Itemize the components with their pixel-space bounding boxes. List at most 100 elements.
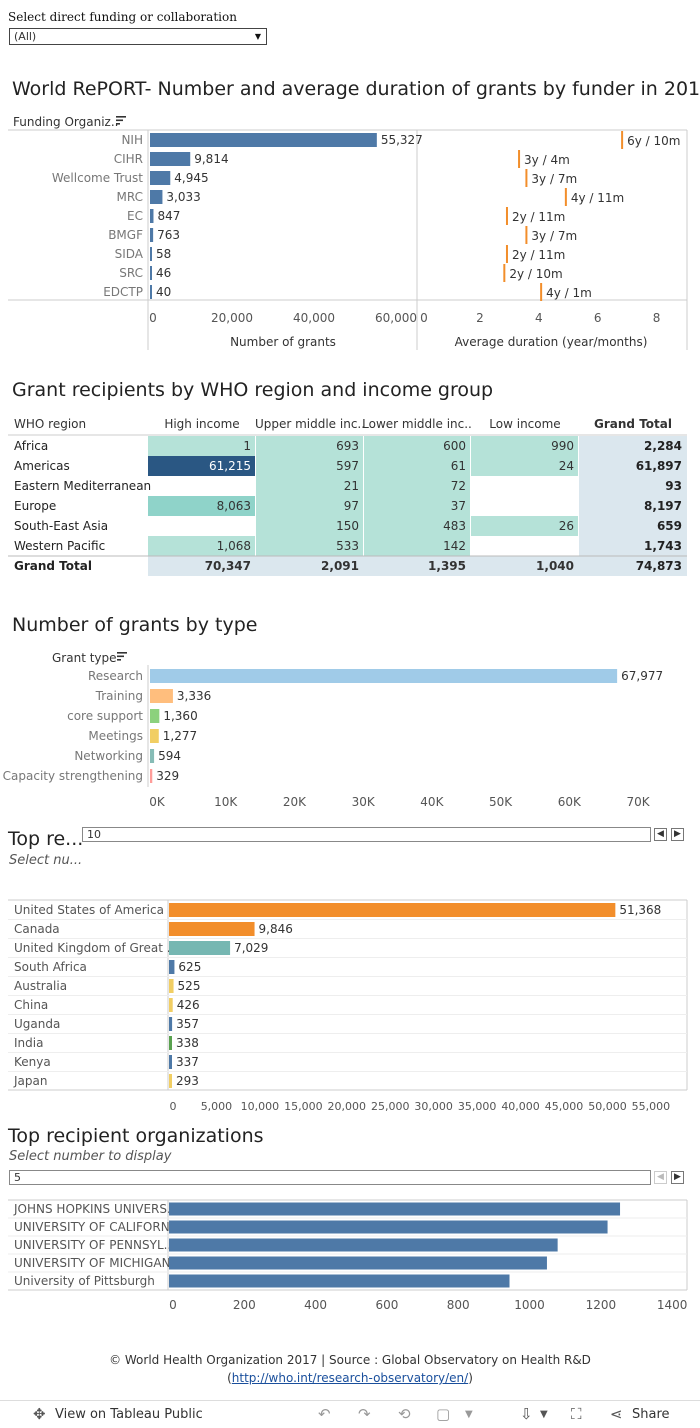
organization-label: UNIVERSITY OF CALIFORN.. [14, 1220, 177, 1234]
table-cell-value: 26 [559, 519, 574, 533]
grant-type-label: Networking [74, 749, 143, 763]
country-label: Uganda [14, 1017, 60, 1031]
chevron-right-icon: ▶ [674, 1172, 681, 1182]
grants-axis-tick: 60,000 [375, 311, 417, 325]
countries-axis-tick: 0 [170, 1100, 177, 1113]
org-next-button[interactable]: ▶ [671, 1171, 684, 1184]
funding-filter-select[interactable]: (All) ▼ [9, 28, 267, 45]
grants-bar [150, 247, 152, 261]
table-cell-bg [364, 556, 471, 576]
sort-icon[interactable] [117, 652, 127, 661]
types-chart: Grant type Research 67,977 Training 3,336 co… [3, 651, 663, 809]
region-label: Grand Total [14, 559, 92, 573]
sort-icon[interactable] [116, 116, 126, 125]
country-bar [169, 922, 255, 936]
chevron-left-icon: ◀ [657, 1172, 664, 1182]
duration-mark [505, 245, 508, 263]
country-bar [169, 1017, 173, 1031]
income-header: Grand Total [594, 417, 672, 431]
table-cell-value: 2,091 [321, 559, 359, 573]
region-income-table: WHO region High income Upper middle inc..L… [8, 417, 687, 576]
table-cell-bg [148, 556, 256, 576]
table-cell-value: 1 [243, 439, 251, 453]
countries-axis-tick: 50,000 [588, 1100, 627, 1113]
organizations-axis-tick: 1000 [514, 1298, 545, 1312]
chevron-right-icon: ▶ [674, 829, 681, 839]
share-icon[interactable]: ⋖ [610, 1405, 623, 1423]
country-next-button[interactable]: ▶ [671, 828, 684, 841]
grant-type-bar [150, 769, 153, 783]
region-header: WHO region [14, 417, 86, 431]
country-bar [169, 998, 173, 1012]
table-cell-value: 142 [443, 539, 466, 553]
countries-axis-tick: 25,000 [371, 1100, 410, 1113]
types-axis-tick: 20K [283, 795, 307, 809]
redo-icon[interactable]: ↷ [358, 1405, 371, 1423]
country-value-label: 625 [178, 960, 201, 974]
undo-icon[interactable]: ↶ [318, 1405, 331, 1423]
funding-filter-value: (All) [14, 30, 37, 43]
download-icon[interactable]: ⇩ [520, 1405, 533, 1423]
grant-type-label: Meetings [88, 729, 143, 743]
table-cell-bg [256, 436, 363, 456]
footer-link-open: ( [227, 1371, 232, 1385]
share-button[interactable]: Share [632, 1407, 670, 1422]
country-bar [169, 1074, 172, 1088]
organizations-axis-tick: 1200 [586, 1298, 617, 1312]
pause-icon[interactable]: ▢ [436, 1405, 451, 1423]
income-header: Upper middle inc.. [255, 417, 365, 431]
country-value-label: 338 [176, 1036, 199, 1050]
organization-label: UNIVERSITY OF PENNSYL.. [14, 1238, 171, 1252]
grants-value-label: 55,327 [381, 133, 423, 147]
table-cell-value: 97 [344, 499, 359, 513]
grant-type-header: Grant type [52, 651, 117, 665]
chevron-down-icon[interactable]: ▼ [465, 1409, 473, 1420]
table-cell-bg [364, 496, 470, 516]
country-label: Japan [13, 1074, 47, 1088]
table-cell-bg [256, 456, 363, 476]
countries-axis-tick: 55,000 [632, 1100, 671, 1113]
grant-type-label: Training [95, 689, 143, 703]
country-label: Canada [14, 922, 60, 936]
revert-icon[interactable]: ⟲ [398, 1405, 411, 1423]
types-axis-tick: 40K [420, 795, 444, 809]
duration-mark [540, 283, 543, 301]
countries-axis-tick: 10,000 [241, 1100, 280, 1113]
organization-bar [169, 1274, 510, 1288]
country-count-input[interactable]: 10 [82, 827, 651, 842]
table-cell-value: 1,068 [217, 539, 251, 553]
duration-mark [525, 169, 528, 187]
country-bar [169, 941, 231, 955]
tableau-logo-icon: ✥ [33, 1405, 46, 1423]
grants-value-label: 763 [157, 228, 180, 242]
observatory-link[interactable]: http://who.int/research-observatory/en/ [231, 1371, 469, 1385]
grant-type-value-label: 594 [158, 749, 181, 763]
org-prev-button[interactable]: ◀ [654, 1171, 667, 1184]
fullscreen-icon[interactable]: ⛶ [571, 1405, 582, 1423]
grand-total-value: 93 [665, 479, 682, 493]
country-label: South Africa [14, 960, 87, 974]
grants-bar [150, 133, 377, 147]
chevron-down-icon[interactable]: ▼ [540, 1409, 548, 1420]
country-bar [169, 1036, 172, 1050]
country-label: United States of America [14, 903, 164, 917]
duration-value-label: 4y / 1m [546, 286, 592, 300]
grand-total-value: 659 [657, 519, 682, 533]
types-axis-tick: 60K [558, 795, 582, 809]
view-on-tableau-link[interactable]: View on Tableau Public [55, 1407, 203, 1422]
organizations-axis-tick: 400 [304, 1298, 327, 1312]
grand-total-cell-bg [579, 536, 687, 556]
organization-bar [169, 1256, 547, 1270]
country-prev-button[interactable]: ◀ [654, 828, 667, 841]
table-cell-value: 24 [559, 459, 574, 473]
types-title: Number of grants by type [12, 614, 258, 636]
table-cell-bg [256, 476, 363, 496]
funder-label: CIHR [114, 152, 143, 166]
grants-axis-tick: 40,000 [293, 311, 335, 325]
funder-label: Wellcome Trust [52, 171, 143, 185]
duration-mark [525, 226, 528, 244]
org-count-input[interactable]: 5 [9, 1170, 651, 1185]
funder-label: EDCTP [103, 285, 143, 299]
duration-axis-tick: 4 [535, 311, 543, 325]
organization-label: University of Pittsburgh [14, 1274, 155, 1288]
